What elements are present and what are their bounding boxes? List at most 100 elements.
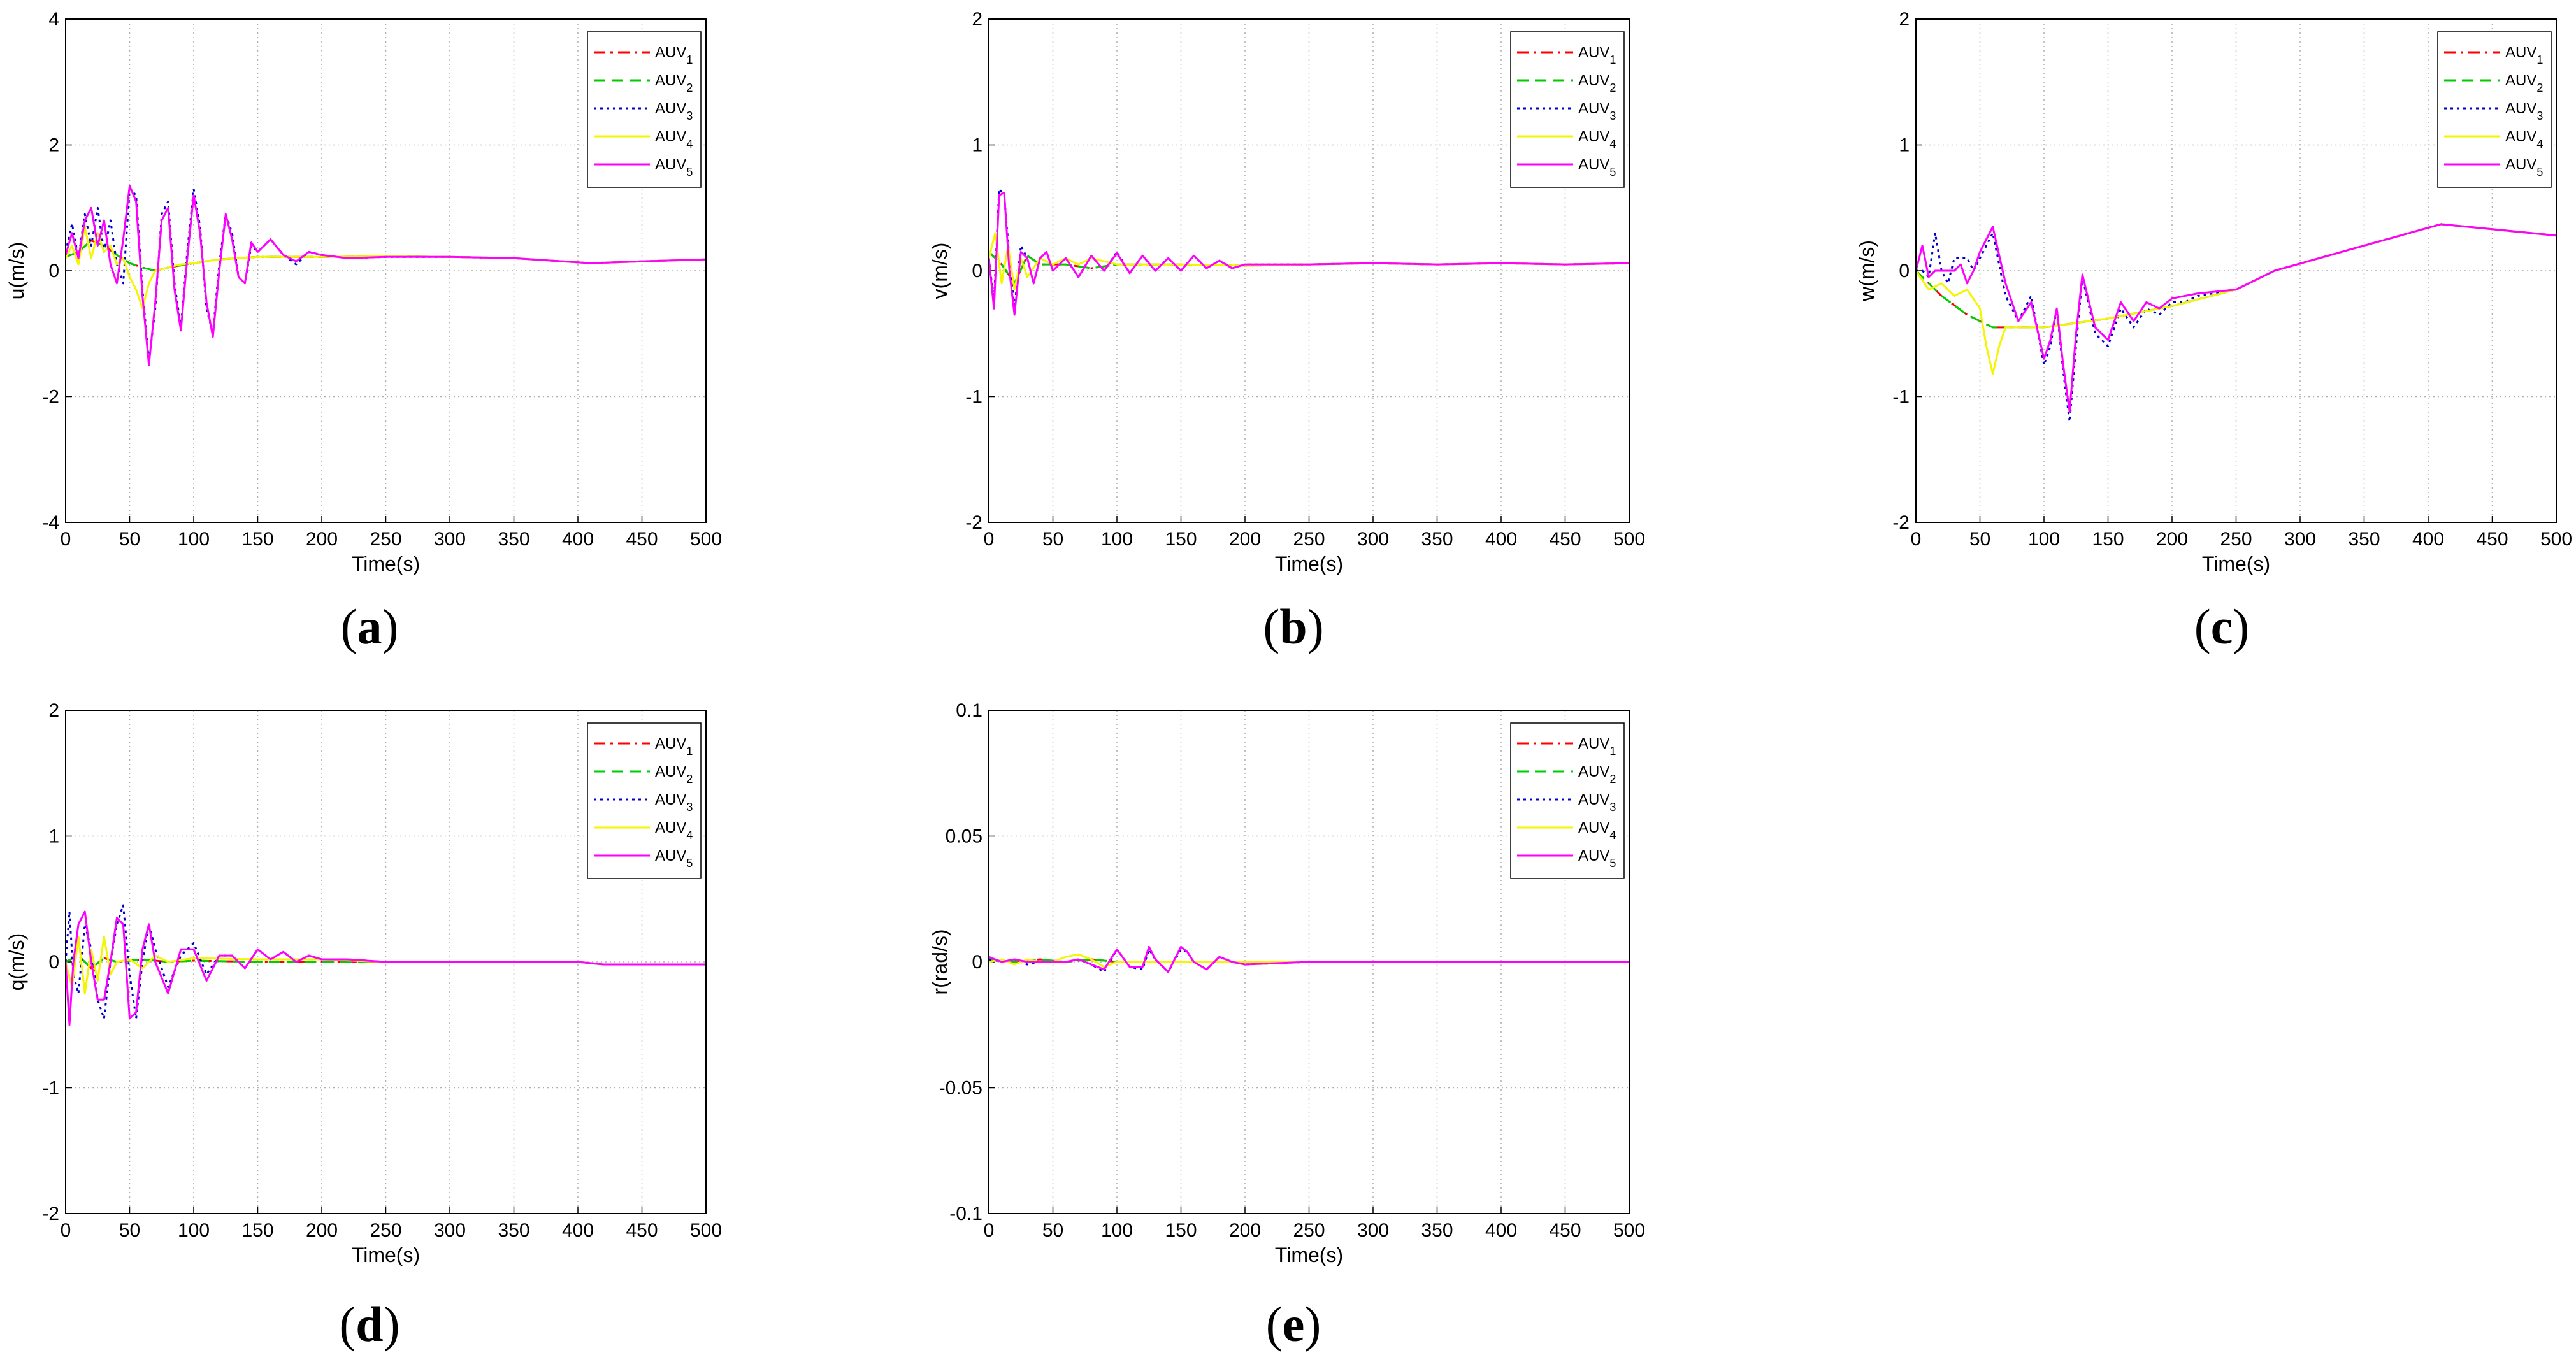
series-line-auv5 xyxy=(989,945,1629,973)
x-tick-label: 200 xyxy=(306,1220,338,1241)
legend-box xyxy=(587,722,702,879)
x-tick-label: 300 xyxy=(434,1220,466,1241)
x-tick-label: 500 xyxy=(690,1220,722,1241)
x-tick-label: 350 xyxy=(498,1220,529,1241)
legend-label: AUV5 xyxy=(1578,847,1616,870)
legend-box xyxy=(1510,31,1625,188)
legend-box xyxy=(2437,31,2552,188)
x-tick-label: 50 xyxy=(119,1220,140,1241)
x-tick-label: 150 xyxy=(241,1220,273,1241)
legend-label: AUV5 xyxy=(655,156,693,178)
x-tick-label: 200 xyxy=(1229,1220,1261,1241)
y-tick-label: 0 xyxy=(972,952,982,973)
legend-label: AUV4 xyxy=(1578,819,1616,842)
y-axis-label: w(m/s) xyxy=(1855,240,1878,302)
y-tick-label: 2 xyxy=(48,135,59,156)
x-tick-label: 450 xyxy=(1549,1220,1581,1241)
legend-label: AUV1 xyxy=(2505,44,2543,66)
y-tick-label: 0.05 xyxy=(946,826,982,847)
panel-caption: (c) xyxy=(2194,599,2250,654)
legend-label: AUV1 xyxy=(655,735,693,757)
y-tick-label: -0.1 xyxy=(949,1203,982,1224)
series-line-auv5 xyxy=(66,910,706,1026)
x-tick-label: 500 xyxy=(1613,529,1645,550)
x-tick-label: 0 xyxy=(984,1220,995,1241)
y-tick-label: 1 xyxy=(1899,135,1910,156)
y-tick-label: 2 xyxy=(1899,9,1910,30)
y-tick-label: -4 xyxy=(42,512,59,533)
legend-label: AUV5 xyxy=(655,847,693,870)
x-tick-label: 200 xyxy=(1229,529,1261,550)
y-tick-label: 0.1 xyxy=(956,700,982,721)
panel-caption: (e) xyxy=(1266,1296,1321,1352)
legend-label: AUV4 xyxy=(2505,128,2543,150)
x-axis-label: Time(s) xyxy=(1275,1244,1343,1266)
x-tick-label: 250 xyxy=(1293,529,1325,550)
y-tick-label: 2 xyxy=(48,700,59,721)
y-tick-label: 4 xyxy=(48,9,59,30)
legend-label: AUV1 xyxy=(1578,735,1616,757)
chart-panel-c: 0 50 100 150 200 250 300 350 400 450 500 2 1 0 -1 -2 Tim… xyxy=(1855,9,2572,654)
legend-label: AUV1 xyxy=(655,44,693,66)
x-tick-label: 500 xyxy=(1613,1220,1645,1241)
panel-caption: (a) xyxy=(341,599,399,654)
x-tick-label: 50 xyxy=(119,529,140,550)
x-tick-label: 350 xyxy=(498,529,529,550)
legend: AUV1 AUV2 AUV3 AUV4 AUV5 xyxy=(2437,31,2552,188)
x-tick-label: 300 xyxy=(1357,529,1389,550)
x-tick-label: 100 xyxy=(178,1220,210,1241)
series-line-auv5 xyxy=(989,192,1629,316)
x-tick-label: 50 xyxy=(1969,529,1990,550)
axes-box xyxy=(988,710,1630,1214)
axes-box xyxy=(1915,18,2557,523)
axes-box xyxy=(65,710,707,1214)
y-tick-label: -1 xyxy=(965,387,982,408)
legend: AUV1 AUV2 AUV3 AUV4 AUV5 xyxy=(587,722,702,879)
y-tick-label: -0.05 xyxy=(939,1078,982,1099)
chart-panel-b: 0 50 100 150 200 250 300 350 400 450 500 2 1 0 -1 -2 Tim… xyxy=(928,9,1645,654)
x-tick-label: 200 xyxy=(2156,529,2188,550)
y-tick-label: 1 xyxy=(972,135,982,156)
x-axis-label: Time(s) xyxy=(1275,552,1343,575)
series-line-auv5 xyxy=(1916,223,2556,413)
x-tick-label: 300 xyxy=(1357,1220,1389,1241)
x-tick-label: 50 xyxy=(1042,1220,1063,1241)
x-tick-label: 500 xyxy=(690,529,722,550)
x-tick-label: 0 xyxy=(61,529,71,550)
legend-label: AUV3 xyxy=(2505,100,2543,122)
legend-box xyxy=(1510,722,1625,879)
y-tick-label: -1 xyxy=(1892,387,1910,408)
x-tick-label: 500 xyxy=(2540,529,2572,550)
x-tick-label: 0 xyxy=(61,1220,71,1241)
x-tick-label: 0 xyxy=(984,529,995,550)
x-tick-label: 400 xyxy=(562,1220,594,1241)
x-axis-label: Time(s) xyxy=(2202,552,2270,575)
y-axis-label: r(rad/s) xyxy=(928,929,951,994)
x-tick-label: 250 xyxy=(370,1220,401,1241)
legend-label: AUV2 xyxy=(1578,763,1616,785)
x-tick-label: 100 xyxy=(178,529,210,550)
x-tick-label: 350 xyxy=(1421,1220,1453,1241)
series-line-auv5 xyxy=(66,185,706,366)
x-tick-label: 0 xyxy=(1911,529,1922,550)
y-tick-label: 0 xyxy=(972,261,982,282)
x-tick-label: 100 xyxy=(2028,529,2060,550)
legend-label: AUV5 xyxy=(2505,156,2543,178)
y-tick-label: 0 xyxy=(48,952,59,973)
x-tick-label: 50 xyxy=(1042,529,1063,550)
y-tick-label: -1 xyxy=(42,1078,59,1099)
y-tick-label: -2 xyxy=(42,387,59,408)
y-axis-label: u(m/s) xyxy=(5,242,28,300)
axes-box xyxy=(65,18,707,523)
x-tick-label: 150 xyxy=(1165,1220,1197,1241)
series-line-auv3 xyxy=(66,904,706,1020)
y-tick-label: 0 xyxy=(48,261,59,282)
x-tick-label: 150 xyxy=(2092,529,2124,550)
chart-panel-d: 0 50 100 150 200 250 300 350 400 450 500 2 1 0 -1 -2 Tim… xyxy=(5,700,722,1352)
x-axis-label: Time(s) xyxy=(352,552,420,575)
legend-label: AUV4 xyxy=(1578,128,1616,150)
x-tick-label: 450 xyxy=(626,1220,658,1241)
y-axis-label: q(m/s) xyxy=(5,933,28,991)
chart-panel-a: 0 50 100 150 200 250 300 350 400 450 500 4 2 0 -2 -4 Tim… xyxy=(5,9,722,654)
